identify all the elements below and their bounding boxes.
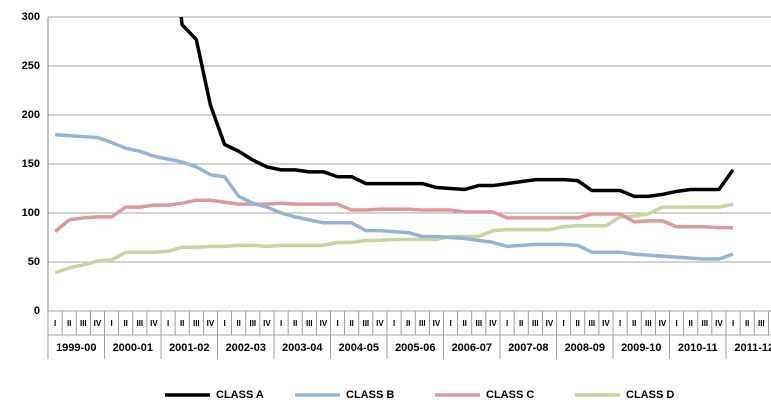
x-tick-label: III — [645, 319, 652, 328]
x-tick-label: III — [136, 319, 143, 328]
x-tick-label: III — [249, 319, 256, 328]
x-tick-label: II — [462, 319, 466, 328]
group-label: 2003-04 — [282, 342, 323, 354]
legend-label: CLASS B — [346, 389, 394, 401]
x-tick-label: II — [745, 319, 749, 328]
x-tick-label: III — [306, 319, 313, 328]
x-tick-label: II — [688, 319, 692, 328]
group-label: 2004-05 — [339, 342, 379, 354]
group-label: 2000-01 — [113, 342, 153, 354]
x-tick-label: II — [123, 319, 127, 328]
x-tick-label: II — [67, 319, 71, 328]
y-tick-label: 100 — [22, 207, 40, 219]
x-tick-label: III — [80, 319, 87, 328]
group-label: 2005-06 — [395, 342, 435, 354]
y-tick-label: 150 — [22, 158, 40, 170]
x-tick-label: III — [758, 319, 765, 328]
x-tick-label: IV — [659, 319, 667, 328]
legend-label: CLASS A — [216, 389, 264, 401]
x-tick-label: II — [632, 319, 636, 328]
x-tick-label: I — [280, 319, 282, 328]
x-tick-label: I — [732, 319, 734, 328]
series-line — [179, 17, 735, 199]
x-tick-label: II — [575, 319, 579, 328]
plot-lines — [53, 17, 735, 275]
x-tick-label: II — [406, 319, 410, 328]
x-tick-label: IV — [433, 319, 441, 328]
x-tick-label: IV — [489, 319, 497, 328]
x-tick-label: II — [180, 319, 184, 328]
x-tick-label: III — [475, 319, 482, 328]
x-tick-label: IV — [150, 319, 158, 328]
x-tick-label: IV — [320, 319, 328, 328]
x-tick-label: IV — [207, 319, 215, 328]
x-tick-label: IV — [376, 319, 384, 328]
x-tick-label: IV — [546, 319, 554, 328]
y-tick-label: 0 — [34, 305, 40, 317]
x-tick-label: IV — [263, 319, 271, 328]
legend-label: CLASS D — [626, 389, 674, 401]
x-tick-label: I — [506, 319, 508, 328]
x-tick-label: IV — [715, 319, 723, 328]
x-tick-label: II — [519, 319, 523, 328]
x-tick-label: I — [393, 319, 395, 328]
x-tick-label: I — [223, 319, 225, 328]
y-tick-label: 200 — [22, 109, 40, 121]
x-tick-label: IV — [94, 319, 102, 328]
legend-label: CLASS C — [486, 389, 534, 401]
x-tick-label: II — [293, 319, 297, 328]
x-tick-label: III — [701, 319, 708, 328]
group-label: 2001-02 — [169, 342, 209, 354]
group-label: 2010-11 — [678, 342, 718, 354]
group-label: 2011-12 — [734, 342, 771, 354]
x-tick-label: IV — [602, 319, 610, 328]
series-line — [54, 132, 734, 261]
x-tick-label: III — [362, 319, 369, 328]
x-tick-label: I — [336, 319, 338, 328]
x-tick-label: I — [167, 319, 169, 328]
group-label: 2007-08 — [508, 342, 548, 354]
series-line — [54, 202, 734, 275]
x-tick-label: III — [532, 319, 539, 328]
group-label: 2008-09 — [565, 342, 605, 354]
x-tick-label: III — [588, 319, 595, 328]
x-tick-label: I — [449, 319, 451, 328]
x-tick-label: II — [349, 319, 353, 328]
x-tick-label: III — [419, 319, 426, 328]
x-tick-label: I — [675, 319, 677, 328]
group-label: 2006-07 — [452, 342, 492, 354]
group-label: 1999-00 — [56, 342, 96, 354]
x-tick-label: I — [562, 319, 564, 328]
x-tick-label: I — [54, 319, 56, 328]
x-tick-label: II — [236, 319, 240, 328]
x-tick-label: III — [193, 319, 200, 328]
x-tick-label: I — [619, 319, 621, 328]
y-tick-label: 250 — [22, 60, 40, 72]
group-label: 2002-03 — [226, 342, 266, 354]
y-tick-label: 50 — [28, 256, 40, 268]
group-label: 2009-10 — [621, 342, 661, 354]
x-tick-label: I — [110, 319, 112, 328]
series-line — [53, 198, 734, 233]
y-tick-label: 300 — [22, 11, 40, 23]
